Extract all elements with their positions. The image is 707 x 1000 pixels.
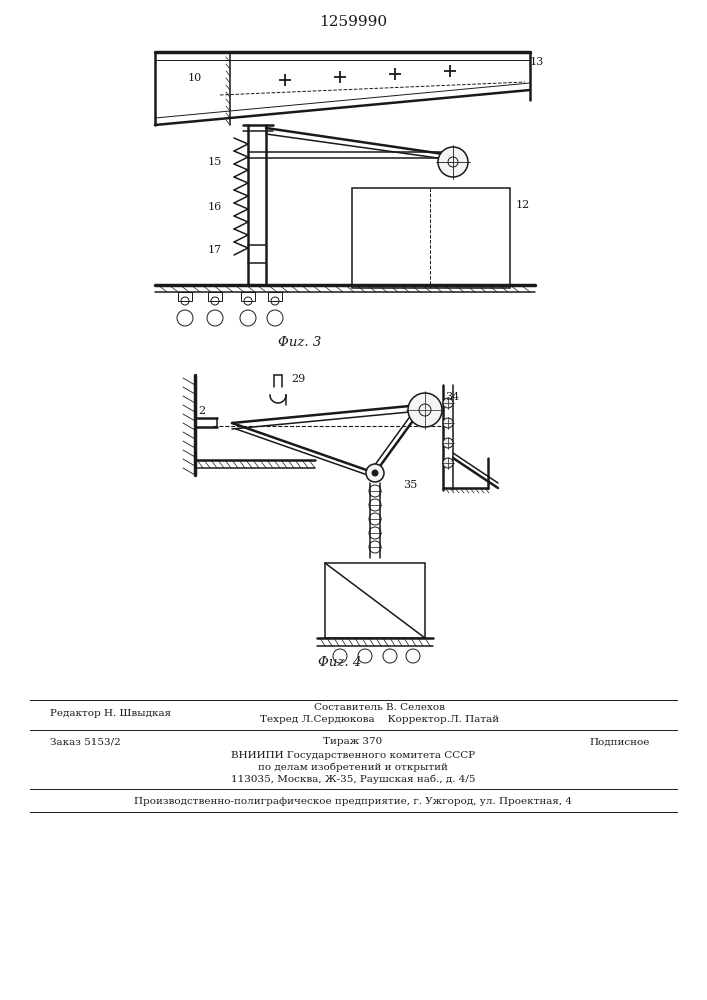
Bar bbox=[268, 292, 282, 301]
Text: Производственно-полиграфическое предприятие, г. Ужгород, ул. Проектная, 4: Производственно-полиграфическое предприя… bbox=[134, 796, 572, 806]
Text: 17: 17 bbox=[208, 245, 222, 255]
Bar bbox=[325, 563, 425, 638]
Text: Φuz. 4: Φuz. 4 bbox=[318, 656, 361, 670]
Text: 13: 13 bbox=[530, 57, 544, 67]
Text: 12: 12 bbox=[516, 200, 530, 210]
Bar bbox=[352, 188, 510, 288]
Text: Тираж 370: Тираж 370 bbox=[323, 738, 382, 746]
Circle shape bbox=[408, 393, 442, 427]
Text: 2: 2 bbox=[199, 406, 206, 416]
Circle shape bbox=[443, 458, 453, 468]
Text: по делам изобретений и открытий: по делам изобретений и открытий bbox=[258, 762, 448, 772]
Circle shape bbox=[443, 398, 453, 408]
Bar bbox=[178, 292, 192, 301]
Text: Техред Л.Сердюкова    Корректор.Л. Патай: Техред Л.Сердюкова Корректор.Л. Патай bbox=[260, 716, 500, 724]
Text: 29: 29 bbox=[291, 374, 305, 384]
Text: 34: 34 bbox=[445, 392, 459, 402]
Circle shape bbox=[366, 464, 384, 482]
Text: 35: 35 bbox=[403, 480, 417, 490]
Text: Φuz. 3: Φuz. 3 bbox=[279, 336, 322, 349]
Text: 15: 15 bbox=[208, 157, 222, 167]
Bar bbox=[241, 292, 255, 301]
Text: Заказ 5153/2: Заказ 5153/2 bbox=[50, 738, 121, 746]
Text: Редактор Н. Швыдкая: Редактор Н. Швыдкая bbox=[50, 708, 171, 718]
Circle shape bbox=[438, 147, 468, 177]
Text: 1259990: 1259990 bbox=[319, 15, 387, 29]
Text: Составитель В. Селехов: Составитель В. Селехов bbox=[315, 702, 445, 712]
Circle shape bbox=[443, 418, 453, 428]
Text: 10: 10 bbox=[188, 73, 202, 83]
Text: 113035, Москва, Ж-35, Раушская наб., д. 4/5: 113035, Москва, Ж-35, Раушская наб., д. … bbox=[230, 774, 475, 784]
Circle shape bbox=[372, 470, 378, 476]
Circle shape bbox=[443, 438, 453, 448]
Text: Подписное: Подписное bbox=[590, 738, 650, 746]
Text: ВНИИПИ Государственного комитета СССР: ВНИИПИ Государственного комитета СССР bbox=[231, 750, 475, 760]
Bar bbox=[208, 292, 222, 301]
Text: 16: 16 bbox=[208, 202, 222, 212]
